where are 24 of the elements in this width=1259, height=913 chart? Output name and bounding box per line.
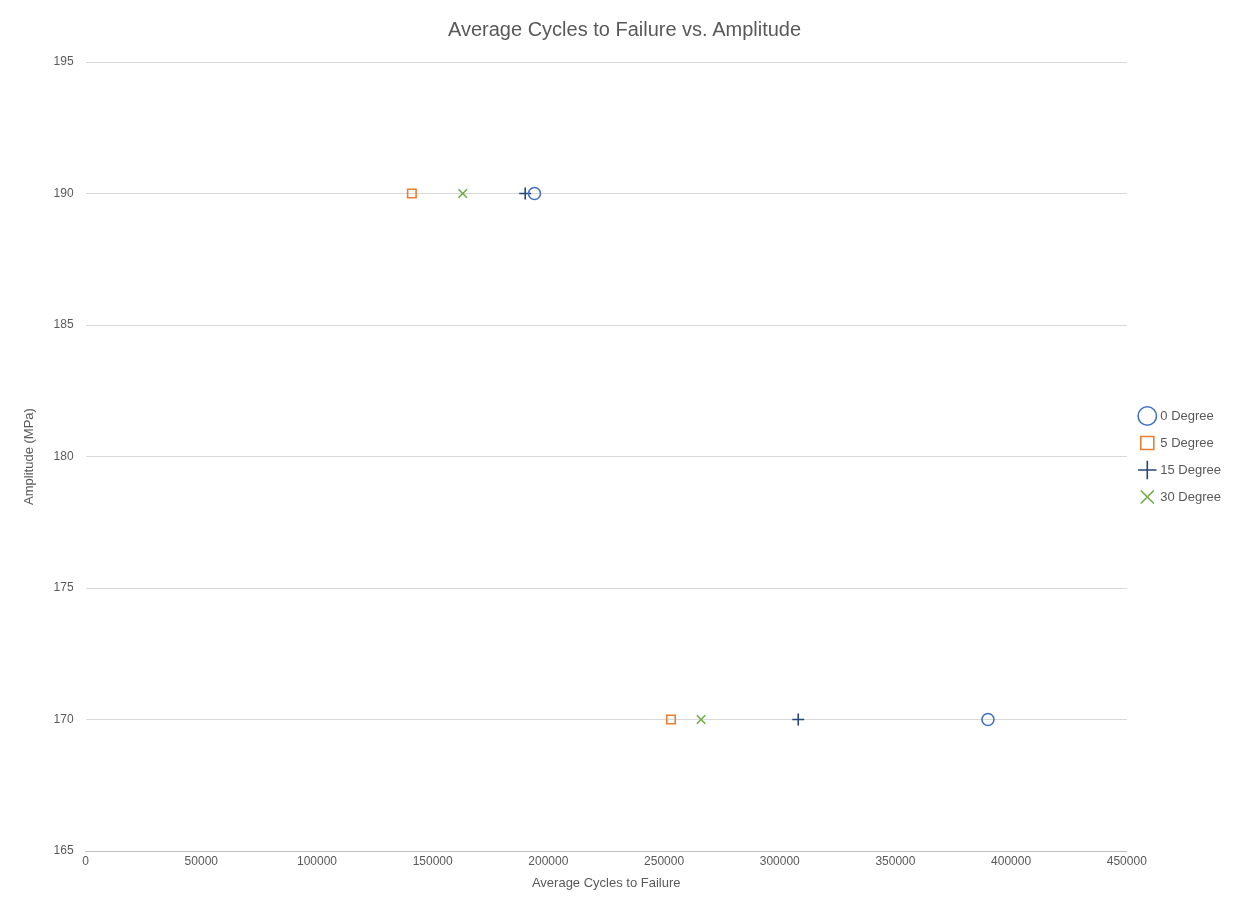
- x-tick-label: 50000: [184, 853, 219, 868]
- y-tick-label: 195: [53, 54, 74, 69]
- y-tick-label: 175: [53, 580, 74, 595]
- x-tick-label: 200000: [528, 853, 569, 868]
- y-tick-label: 190: [53, 185, 74, 200]
- x-tick-label: 300000: [759, 853, 801, 868]
- y-tick-label: 165: [53, 843, 74, 858]
- legend-label: 0 Degree: [1160, 407, 1214, 423]
- y-tick-label: 170: [53, 711, 74, 726]
- x-tick-label: 400000: [991, 853, 1032, 868]
- x-axis-title: Average Cycles to Failure: [531, 874, 681, 890]
- x-tick-label: 100000: [296, 853, 338, 868]
- legend-label: 5 Degree: [1160, 434, 1214, 450]
- x-tick-label: 150000: [412, 853, 454, 868]
- x-tick-label: 0: [82, 853, 90, 868]
- x-tick-label: 350000: [875, 853, 916, 868]
- y-axis-title: Amplitude (MPa): [21, 408, 37, 505]
- x-tick-label: 450000: [1106, 853, 1148, 868]
- chart-title: Average Cycles to Failure vs. Amplitude: [447, 17, 802, 40]
- y-tick-label: 180: [53, 448, 74, 463]
- y-tick-label: 185: [53, 317, 74, 332]
- legend-label: 30 Degree: [1160, 488, 1222, 504]
- legend-label: 15 Degree: [1160, 461, 1222, 477]
- x-tick-label: 250000: [644, 853, 685, 868]
